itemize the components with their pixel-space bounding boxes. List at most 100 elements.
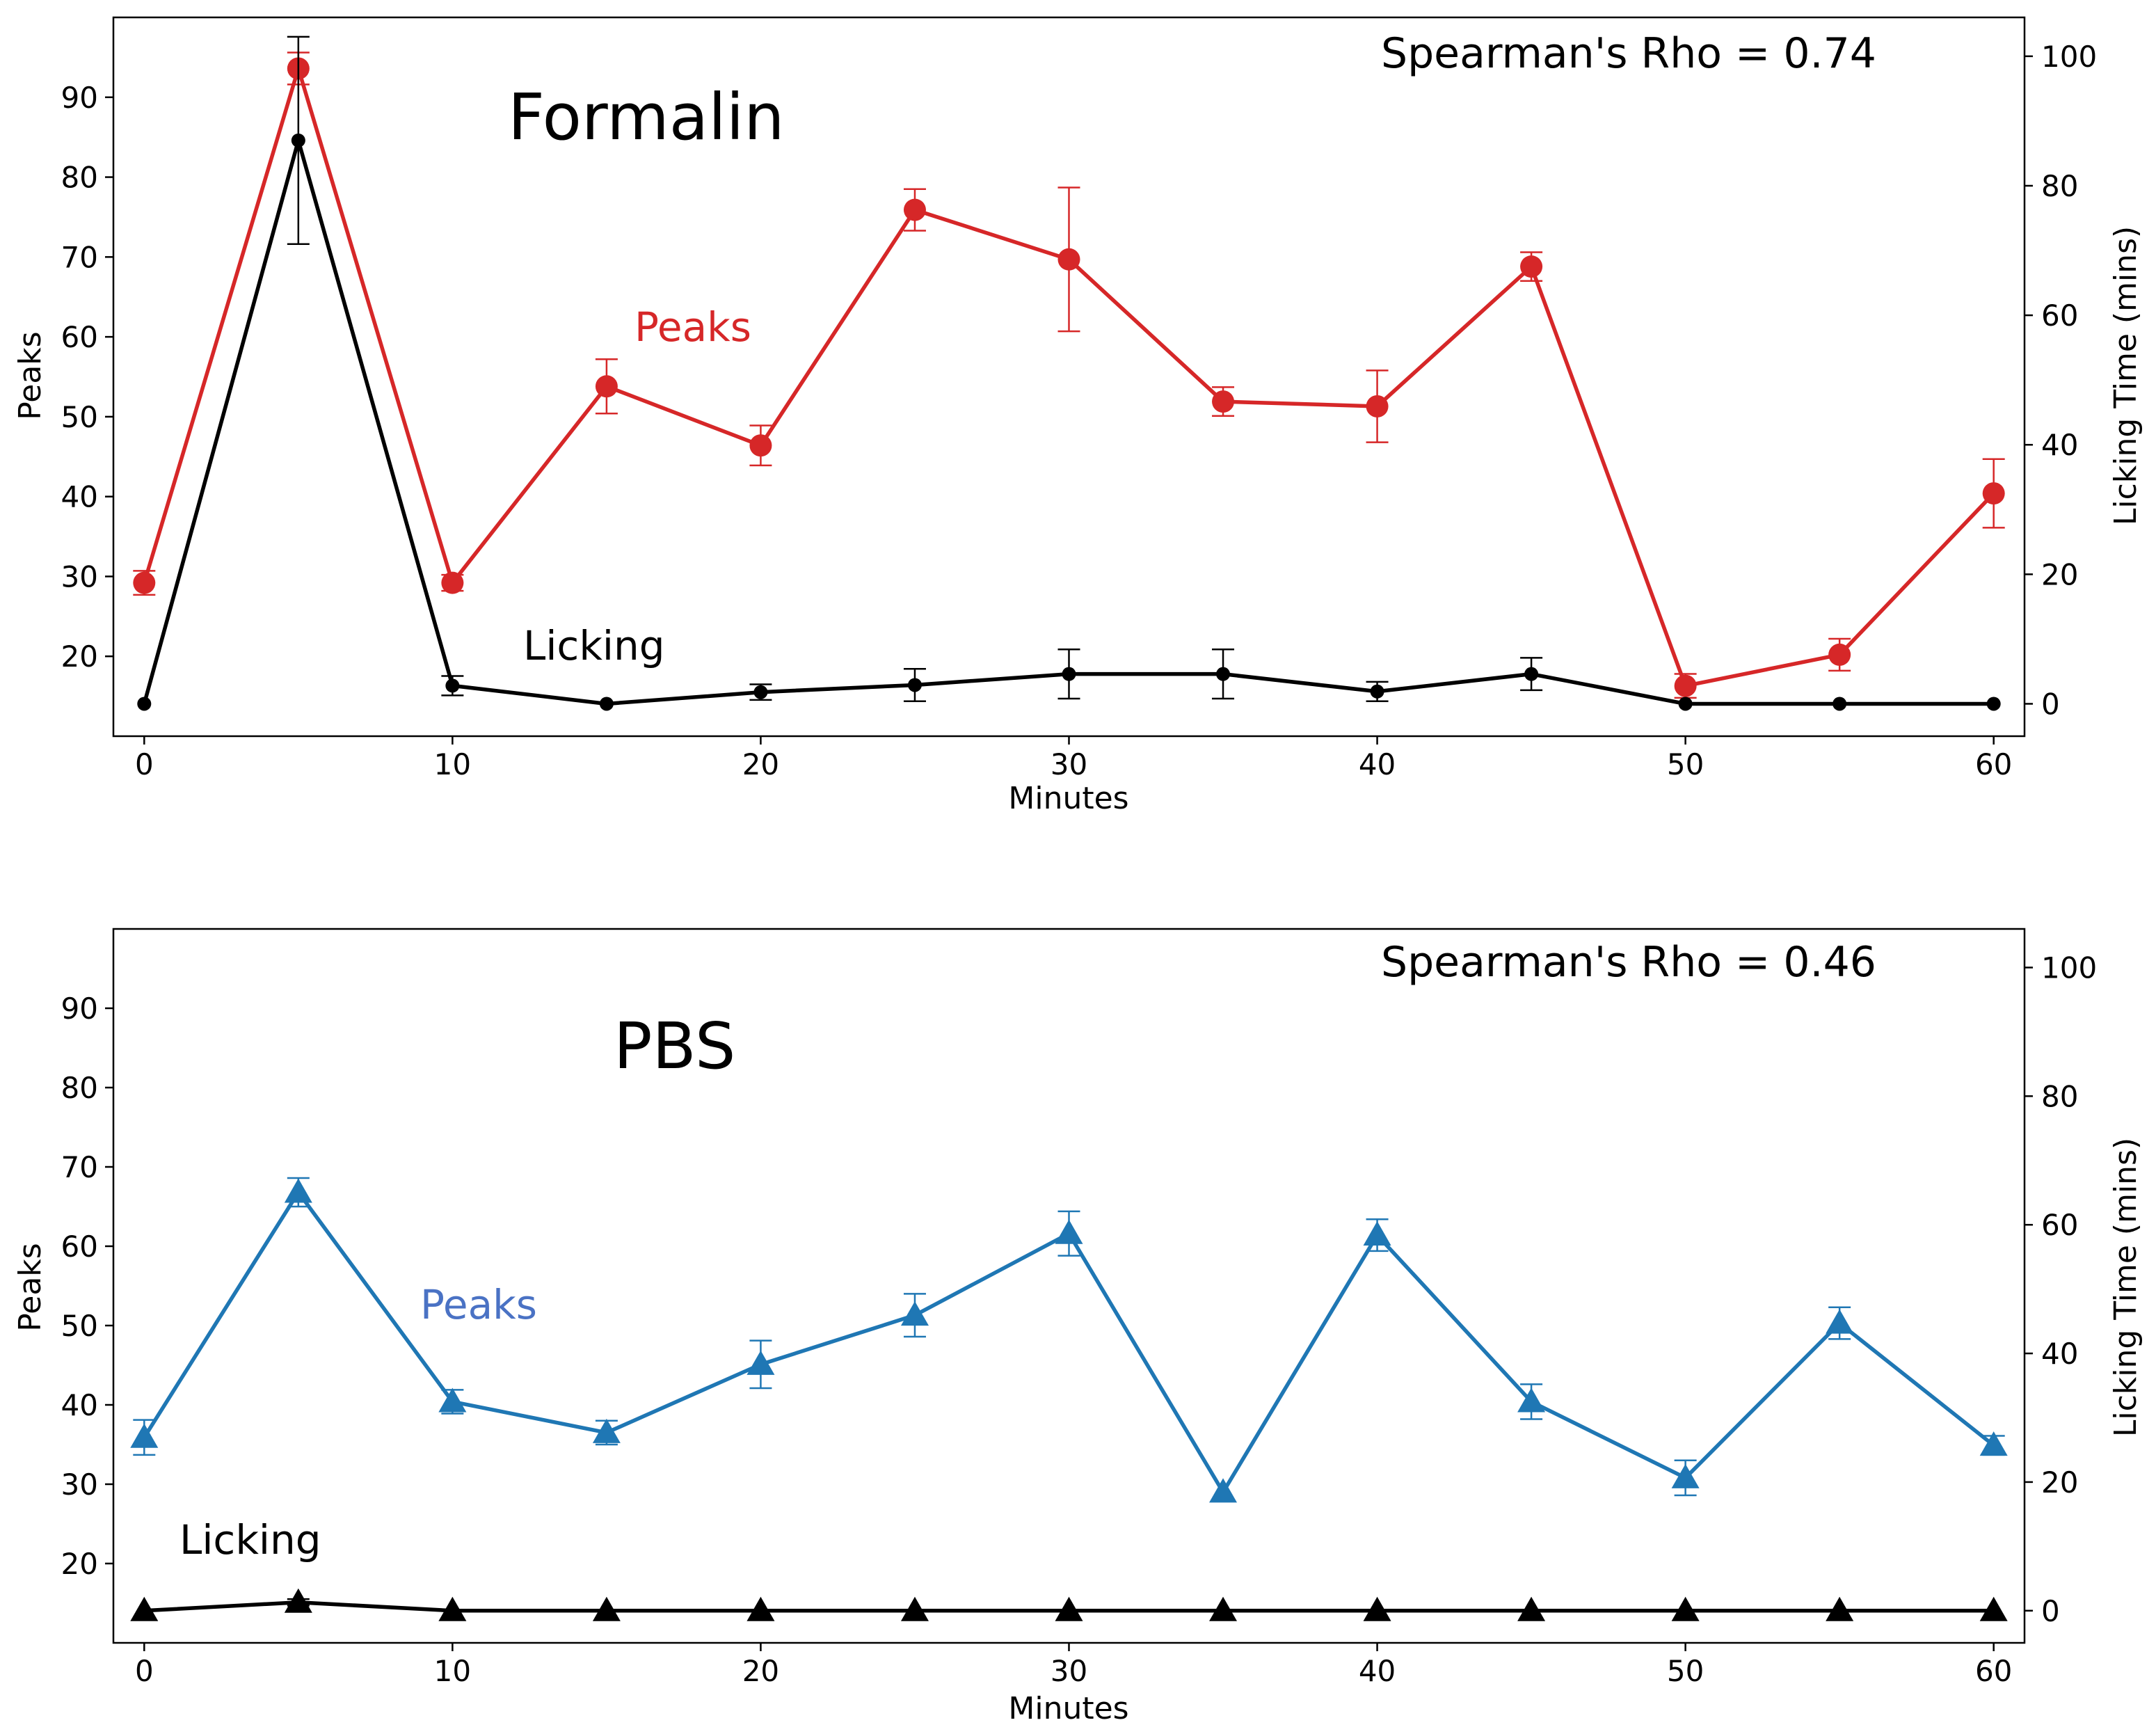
y-tick-label: 50 [61, 400, 98, 434]
licking-point [1363, 1596, 1391, 1621]
peaks-point [749, 434, 772, 457]
x-tick-label: 40 [1359, 747, 1396, 781]
licking-point [1517, 1596, 1546, 1621]
licking-point [592, 1596, 621, 1621]
licking-point [1979, 1596, 2008, 1621]
peaks-point [1982, 482, 2005, 505]
spearman-annotation: Spearman's Rho = 0.46 [1381, 938, 1876, 987]
licking-point [445, 678, 460, 693]
plot-frame [112, 928, 2026, 1644]
y-tick-label: 80 [61, 1071, 98, 1105]
licking-point [130, 1596, 159, 1621]
y-tick-label: 70 [61, 1150, 98, 1184]
peaks-series-label: Peaks [634, 303, 751, 351]
peaks-point [1055, 1219, 1083, 1244]
peaks-point [441, 571, 464, 594]
peaks-point [1979, 1431, 2008, 1456]
y-tick-label: 20 [61, 639, 98, 674]
peaks-point [1212, 390, 1235, 413]
x-tick-label: 10 [434, 1654, 471, 1688]
y-tick-label: 60 [61, 1230, 98, 1264]
licking-series [130, 1588, 2008, 1621]
panel-title: Formalin [508, 80, 785, 154]
x-tick-label: 50 [1667, 1654, 1704, 1688]
licking-point [284, 1588, 312, 1613]
y-tick-label: 80 [61, 161, 98, 195]
x-tick-label: 0 [135, 1654, 154, 1688]
licking-point [137, 697, 152, 711]
peaks-point [1366, 395, 1389, 417]
peaks-point [1828, 643, 1851, 666]
peaks-point [438, 1387, 467, 1413]
x-axis-label: Minutes [1008, 1691, 1128, 1726]
peaks-point [903, 198, 926, 221]
peaks-series [133, 51, 2005, 699]
licking-point [1678, 697, 1693, 711]
licking-point [1524, 667, 1539, 681]
peaks-point [1671, 1463, 1700, 1488]
peaks-point [1674, 674, 1697, 697]
y2-tick-label: 0 [2041, 687, 2060, 721]
spearman-annotation: Spearman's Rho = 0.74 [1381, 29, 1876, 78]
y2-tick-label: 20 [2041, 1465, 2078, 1500]
y-tick-label: 30 [61, 1467, 98, 1502]
licking-point [1216, 667, 1231, 681]
peaks-point [1520, 255, 1543, 278]
peaks-line [142, 66, 1995, 688]
peaks-point [1826, 1309, 1854, 1334]
licking-series-label: Licking [179, 1516, 321, 1564]
x-tick-label: 60 [1975, 1654, 2012, 1688]
peaks-point [900, 1301, 929, 1326]
y-tick-label: 70 [61, 240, 98, 274]
peaks-point [1363, 1221, 1391, 1246]
licking-point [746, 1596, 775, 1621]
pbs-panel: PBS Spearman's Rho = 0.46 Peaks Licking … [13, 928, 2143, 1726]
y-axis-label: Peaks [13, 1243, 48, 1331]
x-tick-label: 30 [1051, 1654, 1087, 1688]
y-tick-label: 40 [61, 1388, 98, 1422]
y2-tick-label: 40 [2041, 1337, 2078, 1371]
plot-frame [112, 16, 2026, 738]
licking-series [137, 35, 2001, 711]
x-tick-label: 60 [1975, 747, 2012, 781]
y-tick-label: 50 [61, 1309, 98, 1343]
licking-point [1986, 697, 2001, 711]
x-tick-label: 0 [135, 747, 154, 781]
y2-tick-label: 0 [2041, 1594, 2060, 1628]
y-tick-label: 90 [61, 81, 98, 115]
peaks-point [284, 1178, 312, 1203]
licking-point [599, 697, 614, 711]
x-tick-label: 20 [742, 747, 779, 781]
y-tick-label: 20 [61, 1547, 98, 1581]
x-tick-label: 40 [1359, 1654, 1396, 1688]
licking-point [1671, 1596, 1700, 1621]
y-tick-label: 90 [61, 992, 98, 1026]
licking-point [907, 678, 922, 692]
licking-point [1832, 697, 1847, 711]
licking-point [753, 685, 768, 699]
licking-series-label: Licking [523, 622, 665, 669]
y2-tick-label: 80 [2041, 1079, 2078, 1113]
y-tick-label: 60 [61, 320, 98, 354]
licking-point [1826, 1596, 1854, 1621]
peaks-point [1209, 1478, 1238, 1503]
y-axis-label: Peaks [13, 331, 48, 420]
peaks-point [130, 1423, 159, 1448]
y-tick-label: 40 [61, 480, 98, 514]
y2-tick-label: 100 [2041, 40, 2097, 74]
licking-point [438, 1596, 467, 1621]
y2-tick-label: 80 [2041, 169, 2078, 203]
licking-point [291, 133, 305, 148]
x-tick-label: 30 [1051, 747, 1087, 781]
panel-title: PBS [614, 1009, 735, 1083]
y2-tick-label: 60 [2041, 299, 2078, 333]
y2-tick-label: 20 [2041, 557, 2078, 591]
x-tick-label: 20 [742, 1654, 779, 1688]
formalin-panel: Formalin Spearman's Rho = 0.74 Peaks Lic… [13, 16, 2143, 816]
peaks-point [592, 1418, 621, 1443]
peaks-point [746, 1350, 775, 1375]
peaks-series [130, 1177, 2008, 1503]
x-tick-label: 50 [1667, 747, 1704, 781]
peaks-point [1057, 248, 1080, 271]
